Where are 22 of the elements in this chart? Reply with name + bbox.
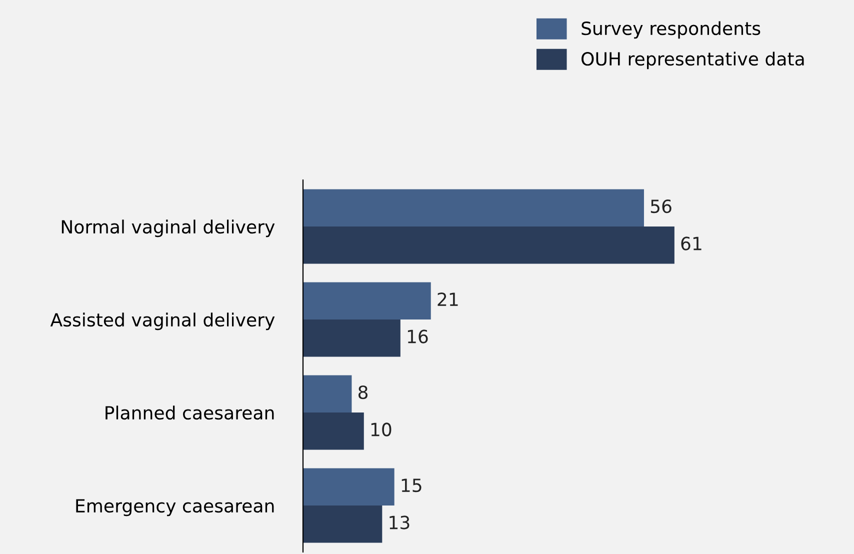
data-label: 8 xyxy=(358,385,368,400)
bar xyxy=(303,412,364,450)
bar xyxy=(303,320,400,357)
bar xyxy=(303,506,382,543)
data-label: 10 xyxy=(371,422,392,436)
data-label: 13 xyxy=(390,516,410,530)
bar xyxy=(303,468,394,506)
data-label: 56 xyxy=(650,199,672,214)
y-tick-label: Assisted vaginal delivery xyxy=(50,312,275,330)
bar xyxy=(303,189,644,226)
bar xyxy=(303,226,674,264)
legend-label: Survey respondents xyxy=(582,21,760,39)
data-label: 15 xyxy=(402,478,422,492)
y-tick-label: Normal vaginal delivery xyxy=(62,220,275,238)
bar xyxy=(303,375,352,412)
data-label: 61 xyxy=(681,236,702,250)
legend-label: OUH representative data xyxy=(582,52,804,70)
y-tick-label: Planned caesarean xyxy=(106,406,274,420)
data-label: 16 xyxy=(408,330,428,344)
data-label: 21 xyxy=(438,292,458,306)
bar xyxy=(303,282,431,320)
y-tick-label: Emergency caesarean xyxy=(76,499,274,516)
